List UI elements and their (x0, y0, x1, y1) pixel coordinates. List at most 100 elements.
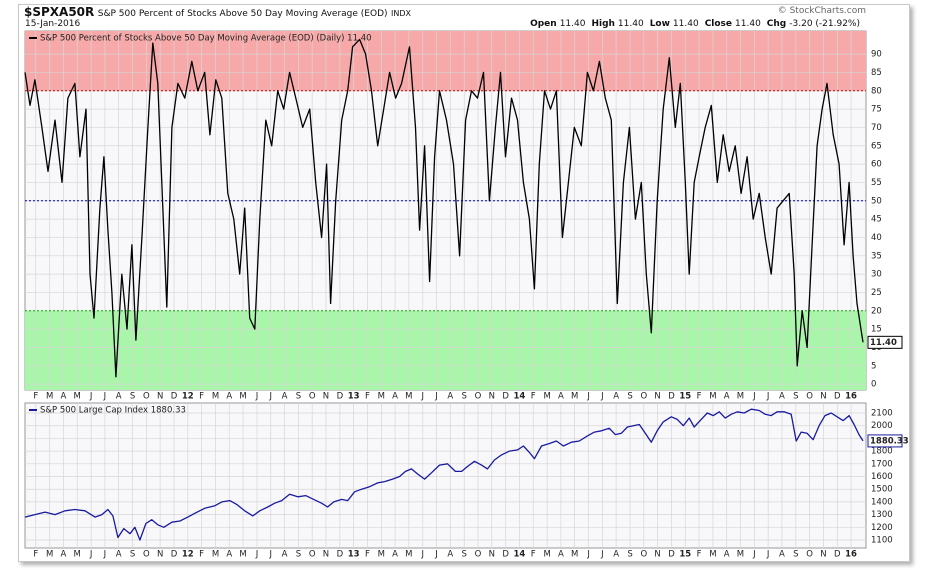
x-tick-label: A (116, 392, 122, 402)
x-tick-label: N (157, 550, 163, 560)
x-tick-label: A (558, 550, 564, 560)
x-tick-label: M (239, 392, 246, 402)
x-tick-label: N (489, 392, 495, 402)
x-tick-label: D (171, 392, 178, 402)
quote-row: Open 11.40 High 11.40 Low 11.40 Close 11.40 Chg -… (530, 19, 866, 29)
quote-value: -3.20 (-21.92%) (789, 19, 860, 29)
x-tick-label: J (752, 392, 756, 402)
x-tick-label: J (766, 392, 770, 402)
x-tick-label: A (724, 392, 730, 402)
x-tick-label: O (806, 392, 813, 402)
y-tick-label: 55 (871, 178, 882, 188)
x-tick-label: 12 (182, 550, 194, 560)
y-tick-label: 1700 (871, 459, 893, 469)
x-tick-label: D (337, 550, 344, 560)
data-line (24, 38, 864, 378)
x-tick-label: A (613, 550, 619, 560)
x-tick-label: J (766, 550, 770, 560)
x-tick-label: A (779, 392, 785, 402)
x-tick-label: S (296, 392, 301, 402)
x-tick-label: M (378, 550, 385, 560)
x-tick-label: M (74, 550, 81, 560)
x-tick-label: 16 (845, 550, 857, 560)
x-tick-label: J (434, 550, 438, 560)
y-tick-label: 90 (871, 50, 882, 60)
y-tick-label: 15 (871, 325, 882, 335)
x-tick-label: O (806, 550, 813, 560)
x-tick-label: F (199, 392, 204, 402)
x-tick-label: M (405, 392, 412, 402)
plot-area (24, 402, 867, 549)
x-tick-label: O (640, 392, 647, 402)
quote-label: High (591, 19, 615, 29)
y-tick-label: 1500 (871, 485, 893, 495)
symbol: $SPXA50R (24, 5, 95, 19)
x-tick-label: M (737, 392, 744, 402)
x-tick-label: M (571, 550, 578, 560)
x-tick-label: S (793, 550, 798, 560)
x-tick-label: D (668, 550, 675, 560)
y-tick-label: 25 (871, 288, 882, 298)
x-tick-label: J (600, 550, 604, 560)
x-tick-label: J (434, 392, 438, 402)
y-tick-label: 45 (871, 215, 882, 225)
x-tick-label: F (199, 550, 204, 560)
x-tick-label: A (226, 550, 232, 560)
x-tick-label: M (212, 550, 219, 560)
x-tick-label: S (627, 550, 632, 560)
x-tick-label: M (709, 550, 716, 560)
x-tick-label: 14 (514, 550, 526, 560)
x-tick-label: M (46, 392, 53, 402)
x-tick-label: J (268, 392, 272, 402)
y-tick-label: 50 (871, 196, 882, 206)
x-tick-label: A (447, 392, 453, 402)
x-tick-label: 14 (514, 392, 526, 402)
x-tick-label: A (724, 550, 730, 560)
x-tick-label: N (323, 550, 329, 560)
x-tick-label: J (89, 392, 93, 402)
x-tick-label: J (586, 392, 590, 402)
y-tick-label: 40 (871, 233, 882, 243)
last-value-box (867, 335, 903, 349)
quote-value: 11.40 (617, 19, 644, 29)
y-tick-label: 1600 (871, 472, 893, 482)
x-tick-label: M (543, 392, 550, 402)
x-tick-label: A (779, 550, 785, 560)
x-tick-label: F (365, 550, 370, 560)
zone (25, 31, 866, 91)
x-tick-label: D (502, 392, 509, 402)
x-tick-label: A (61, 550, 67, 560)
last-value-box (867, 434, 903, 448)
x-tick-label: M (212, 392, 219, 402)
x-tick-label: J (586, 550, 590, 560)
x-tick-label: J (103, 550, 107, 560)
x-tick-label: S (462, 550, 467, 560)
x-tick-label: F (531, 550, 536, 560)
x-tick-label: 16 (845, 392, 857, 402)
x-tick-label: 15 (679, 392, 691, 402)
x-tick-label: S (462, 392, 467, 402)
x-tick-label: A (61, 392, 67, 402)
x-tick-label: D (171, 550, 178, 560)
x-tick-label: F (697, 550, 702, 560)
copyright: © StockCharts.com (777, 6, 866, 16)
x-tick-label: S (130, 392, 135, 402)
quote-value: 11.40 (672, 19, 699, 29)
y-tick-label: 2100 (871, 409, 893, 419)
x-tick-label: 13 (348, 550, 360, 560)
x-tick-label: D (337, 392, 344, 402)
x-tick-label: F (531, 392, 536, 402)
x-tick-label: N (654, 550, 660, 560)
x-tick-label: N (489, 550, 495, 560)
security-name: S&P 500 Percent of Stocks Above 50 Day M… (97, 9, 388, 19)
x-tick-label: O (475, 550, 482, 560)
x-tick-label: N (820, 392, 826, 402)
x-tick-label: O (143, 392, 150, 402)
zone (25, 310, 866, 390)
y-tick-label: 30 (871, 270, 882, 280)
x-tick-label: A (282, 550, 288, 560)
x-tick-label: O (640, 550, 647, 560)
quote-label: Chg (766, 19, 787, 29)
y-tick-label: 5 (871, 361, 876, 371)
